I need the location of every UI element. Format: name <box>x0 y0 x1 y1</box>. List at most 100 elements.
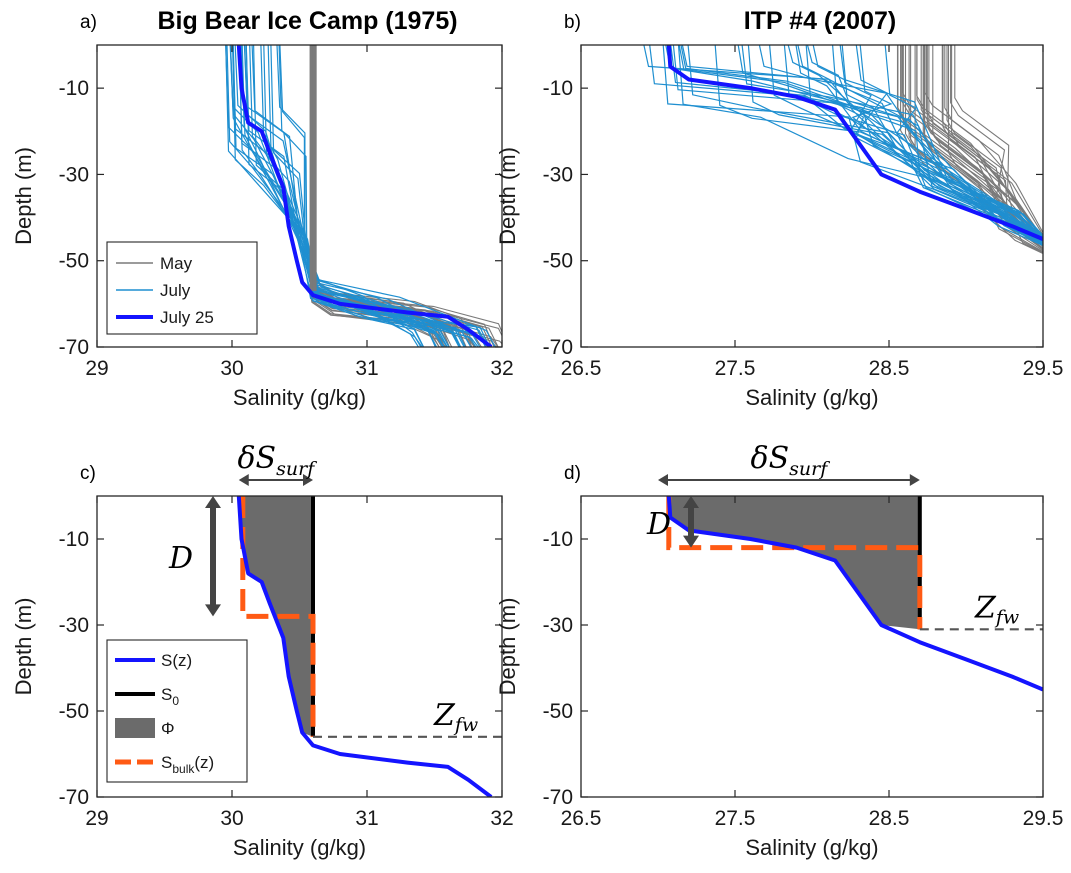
y-axis-label: Depth (m) <box>495 598 520 696</box>
delta-s-text: δS <box>238 441 277 476</box>
arrow-head-right <box>909 474 920 486</box>
gray-profile <box>944 45 1043 240</box>
y-tick-label: -30 <box>59 614 89 637</box>
delta-s-surf-arrow <box>238 474 313 486</box>
zfw-sub: fw <box>994 606 1019 628</box>
panel-b-lines <box>643 45 1043 255</box>
blue-profile <box>687 45 1043 237</box>
blue-profile <box>812 45 1043 240</box>
x-tick-label: 31 <box>355 807 378 830</box>
arrow-head-bottom <box>205 604 221 617</box>
blue-profile <box>670 45 1043 242</box>
x-tick-label: 26.5 <box>561 807 602 830</box>
y-tick-label: -30 <box>59 163 89 186</box>
phi-area <box>668 496 920 630</box>
delta-s-surf-label: δSsurf <box>751 441 831 480</box>
delta-s-text: δS <box>751 441 790 476</box>
x-tick-label: 28.5 <box>869 807 910 830</box>
panel-a: 29 30 31 32 -10 -30 -50 -70 Salinity (g/kg) Depth… <box>11 7 514 410</box>
legend-main: S <box>161 753 172 772</box>
x-tick-label: 32 <box>490 807 513 830</box>
d-label: D <box>168 541 193 576</box>
delta-s-sub: surf <box>276 458 317 480</box>
x-tick-label: 31 <box>355 357 378 380</box>
legend-label: Φ <box>161 719 175 738</box>
x-tick-label: 29.5 <box>1023 357 1064 380</box>
axes-frame <box>580 44 1044 348</box>
y-axis-label: Depth (m) <box>11 598 36 696</box>
legend-label: July 25 <box>160 308 214 327</box>
arrow-head-left <box>658 474 668 486</box>
legend-sub: 0 <box>172 694 179 708</box>
panel-label: a) <box>80 12 97 33</box>
zfw-sub: fw <box>453 714 478 736</box>
axes-frame <box>96 495 503 798</box>
d-arrow <box>205 496 221 617</box>
x-tick-label: 27.5 <box>715 357 756 380</box>
d-arrow <box>683 496 699 548</box>
arrow-shaft <box>688 504 694 540</box>
x-tick-label: 30 <box>220 357 243 380</box>
y-tick-label: -50 <box>543 700 573 723</box>
gray-profile <box>947 45 1043 254</box>
legend-label: S(z) <box>161 651 192 670</box>
blue-profile <box>680 45 1043 237</box>
legend-main: S <box>161 685 172 704</box>
legend-label: July <box>160 281 191 300</box>
zfw-text: Z <box>974 590 997 625</box>
x-axis-label: Salinity (g/kg) <box>233 385 366 410</box>
blue-profile <box>672 45 1043 239</box>
panel-c-content <box>236 496 502 797</box>
x-tick-label: 32 <box>490 357 513 380</box>
july25-profile <box>236 45 493 347</box>
sbulk-line <box>240 496 316 737</box>
panel-b: 26.5 27.5 28.5 29.5 -10 -30 -50 -70 Salinity (g/… <box>495 7 1063 410</box>
panel-label: c) <box>80 463 96 484</box>
x-tick-label: 29 <box>85 807 108 830</box>
sbulk-line <box>666 496 923 630</box>
delta-s-sub: surf <box>789 458 830 480</box>
arrow-head-bottom <box>683 535 699 548</box>
d-label: D <box>646 507 671 542</box>
zfw-label: Zfw <box>974 590 1019 628</box>
legend-label: Sbulk(z) <box>161 753 214 776</box>
legend-main: Φ <box>161 719 175 738</box>
axes-frame <box>96 44 503 348</box>
y-tick-label: -30 <box>543 163 573 186</box>
y-tick-label: -50 <box>543 250 573 273</box>
x-tick-label: 27.5 <box>715 807 756 830</box>
legend-label: May <box>160 254 193 273</box>
axes-frame <box>580 495 1044 798</box>
panel-c: 29 30 31 32 -10 -30 -50 -70 Salinity (g/kg) Depth… <box>11 441 514 860</box>
arrow-head-top <box>205 496 221 508</box>
y-tick-label: -70 <box>59 336 89 359</box>
panel-a-lines <box>225 45 502 347</box>
highlight-profile <box>666 45 1043 241</box>
x-tick-label: 29.5 <box>1023 807 1064 830</box>
july-profile <box>245 45 462 347</box>
y-tick-label: -10 <box>59 528 89 551</box>
y-tick-label: -10 <box>543 77 573 100</box>
panel-title: ITP #4 (2007) <box>744 7 896 35</box>
y-axis-label: Depth (m) <box>11 147 36 245</box>
y-tick-label: -70 <box>543 336 573 359</box>
blue-profile <box>787 45 1043 239</box>
x-axis-label: Salinity (g/kg) <box>233 835 366 860</box>
x-tick-label: 28.5 <box>869 357 910 380</box>
x-axis-label: Salinity (g/kg) <box>745 835 878 860</box>
x-axis-label: Salinity (g/kg) <box>745 385 878 410</box>
legend-main: S(z) <box>161 651 192 670</box>
arrow-head-top <box>683 496 699 508</box>
y-tick-label: -50 <box>59 250 89 273</box>
y-tick-label: -70 <box>59 786 89 809</box>
gray-profile <box>922 45 1043 240</box>
legend-sub: bulk <box>172 762 195 776</box>
gray-profile <box>923 45 1043 252</box>
legend-suffix: (z) <box>194 753 214 772</box>
delta-s-surf-label: δSsurf <box>238 441 318 480</box>
y-axis-label: Depth (m) <box>495 147 520 245</box>
y-tick-label: -50 <box>59 700 89 723</box>
x-tick-label: 30 <box>220 807 243 830</box>
y-tick-label: -70 <box>543 786 573 809</box>
